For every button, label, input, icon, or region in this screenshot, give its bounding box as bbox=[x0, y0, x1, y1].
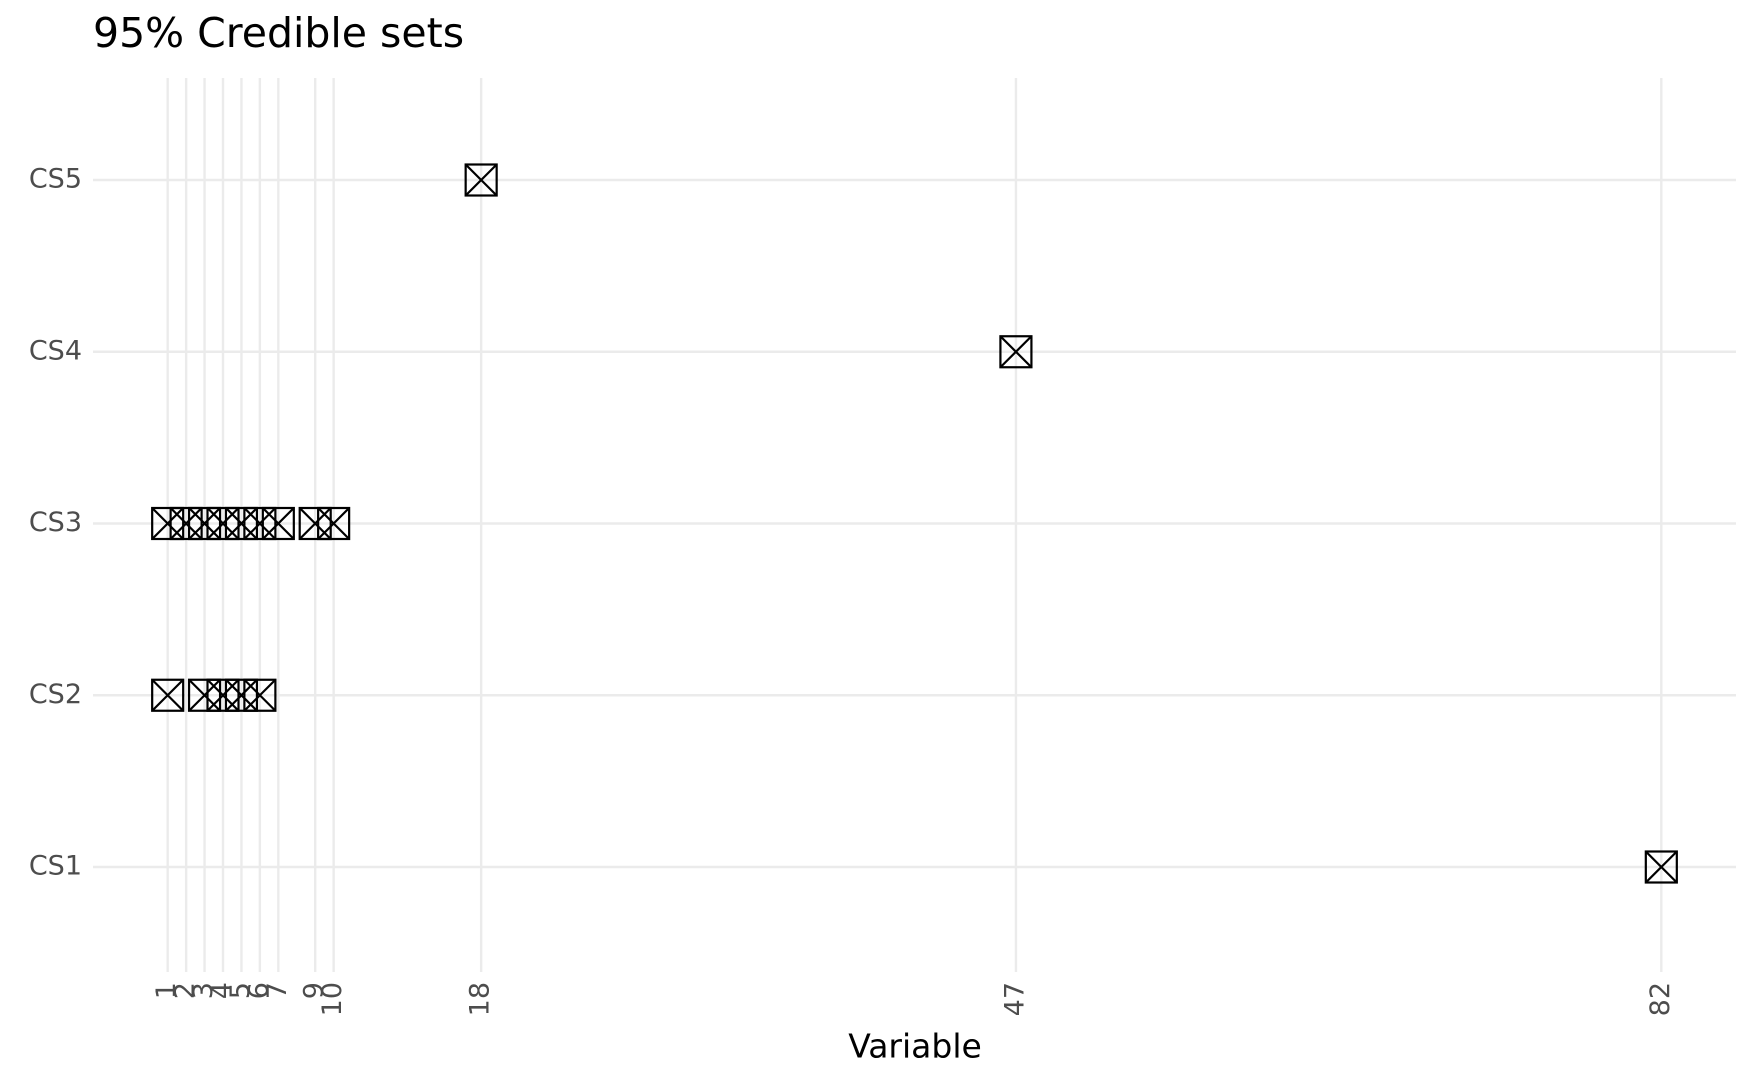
marker-cross bbox=[188, 678, 221, 712]
chart-title: 95% Credible sets bbox=[93, 9, 464, 57]
point bbox=[243, 678, 277, 712]
marker-cross bbox=[243, 678, 277, 712]
marker-cross bbox=[151, 678, 184, 712]
marker-cross bbox=[1645, 850, 1678, 884]
y-tick-label: CS3 bbox=[29, 507, 82, 538]
marker-cross bbox=[298, 507, 332, 540]
marker-box bbox=[187, 506, 222, 541]
marker-box bbox=[206, 678, 240, 712]
marker-box bbox=[999, 335, 1033, 369]
marker-cross bbox=[243, 507, 277, 540]
point bbox=[206, 506, 240, 541]
x-tick-label: 6 bbox=[243, 982, 274, 999]
y-tick-label: CS2 bbox=[29, 679, 82, 710]
x-axis-label: Variable bbox=[848, 1027, 982, 1066]
x-tick-label: 2 bbox=[170, 982, 201, 999]
point bbox=[464, 163, 498, 197]
marker-box bbox=[1644, 850, 1678, 884]
marker-box bbox=[187, 678, 222, 712]
x-tick-label: 4 bbox=[207, 982, 238, 999]
point bbox=[151, 678, 185, 712]
marker-cross bbox=[169, 507, 203, 540]
marker-box bbox=[151, 678, 185, 712]
point bbox=[151, 506, 185, 541]
point bbox=[224, 678, 259, 712]
y-tick-label: CS5 bbox=[29, 164, 82, 195]
x-tick-label: 1 bbox=[151, 982, 182, 999]
marker-box bbox=[224, 506, 259, 541]
marker-cross bbox=[188, 507, 221, 540]
point bbox=[169, 506, 203, 541]
x-tick-label: 5 bbox=[225, 982, 256, 999]
x-tick-label: 10 bbox=[317, 982, 348, 1016]
marker-box bbox=[464, 163, 498, 197]
x-tick-label: 47 bbox=[999, 982, 1030, 1016]
marker-box bbox=[243, 678, 277, 712]
y-tick-label: CS1 bbox=[29, 851, 82, 882]
x-tick-label: 82 bbox=[1645, 982, 1676, 1016]
marker-box bbox=[261, 506, 295, 541]
point bbox=[243, 506, 277, 541]
point bbox=[187, 506, 222, 541]
marker-box bbox=[206, 506, 240, 541]
point bbox=[999, 335, 1033, 369]
marker-cross bbox=[464, 163, 498, 197]
point bbox=[298, 506, 332, 541]
marker-cross bbox=[206, 678, 240, 712]
marker-cross bbox=[262, 507, 295, 540]
marker-box bbox=[317, 506, 351, 541]
point bbox=[206, 678, 240, 712]
y-tick-label: CS4 bbox=[29, 335, 82, 366]
point bbox=[187, 678, 222, 712]
point bbox=[261, 506, 295, 541]
marker-box bbox=[298, 506, 332, 541]
x-tick-label: 7 bbox=[262, 982, 293, 999]
x-tick-label: 3 bbox=[188, 982, 219, 999]
point bbox=[224, 506, 259, 541]
point bbox=[317, 506, 351, 541]
grid bbox=[93, 78, 1736, 972]
marker-box bbox=[151, 506, 185, 541]
point bbox=[1644, 850, 1678, 884]
marker-cross bbox=[225, 678, 258, 712]
marker-cross bbox=[206, 507, 240, 540]
marker-cross bbox=[317, 507, 350, 540]
x-tick-label: 18 bbox=[465, 982, 496, 1016]
marker-box bbox=[224, 678, 259, 712]
marker-cross bbox=[151, 507, 184, 540]
marker-box bbox=[243, 506, 277, 541]
x-tick-label: 9 bbox=[299, 982, 330, 999]
marker-box bbox=[169, 506, 203, 541]
marker-cross bbox=[999, 335, 1033, 369]
marker-cross bbox=[225, 507, 258, 540]
